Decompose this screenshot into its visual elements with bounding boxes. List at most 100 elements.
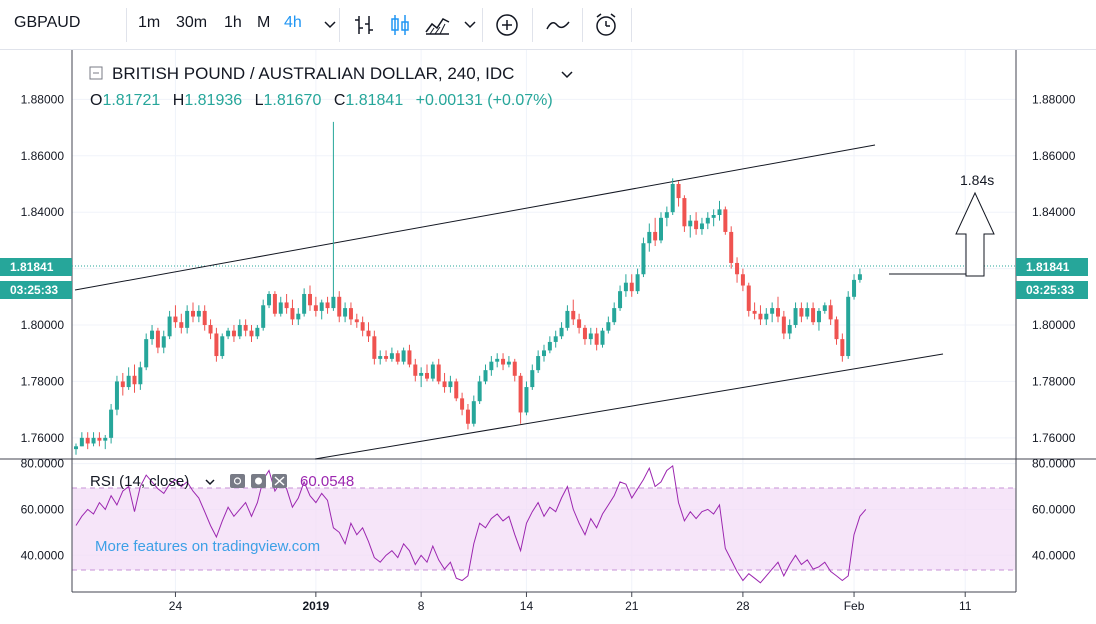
open-value: 1.81721 [102,92,160,109]
rsi-band [72,488,1016,570]
candle-body [255,327,260,337]
candle-body [74,446,78,450]
toolbar-divider [339,8,340,42]
candle-body [746,285,751,311]
candle-body [97,437,102,441]
candle-body [191,310,195,317]
time-tick-label: 2019 [302,599,329,613]
candle-body [588,333,593,340]
candle-body [208,325,213,334]
rsi-legend: RSI (14, close) 60.0548 [90,473,354,490]
rsi-axis: 80.0000 80.0000 60.0000 60.0000 40.0000 40.00… [21,457,1076,563]
candle-body [600,330,605,345]
candle-body [518,375,523,413]
candle-body [114,381,119,410]
candle-body [448,381,453,388]
candle-body [454,381,459,399]
candle-body [846,296,851,357]
rsi-chevron-icon[interactable] [205,479,215,486]
candle-body [606,322,611,331]
candle-body [676,183,681,199]
time-tick-label: 8 [418,599,425,613]
price-tick-label-right: 1.80000 [1032,318,1076,332]
candle-body [319,302,324,311]
chart-type-chevron-icon[interactable] [455,10,485,40]
rsi-tick-label-left: 80.0000 [21,457,65,471]
candle-body [729,231,734,263]
candle-body [536,356,541,371]
candle-body [401,350,406,362]
candle-body [465,409,470,424]
candle-body [635,274,640,292]
candle-body [688,220,693,227]
time-tick-label: 21 [625,599,639,613]
candle-body [150,330,155,340]
symbol-search[interactable]: GBPAUD [14,14,81,31]
candle-body [793,308,798,326]
bars-chart-icon[interactable] [349,10,379,40]
interval-dropdown-chevron-icon[interactable] [315,10,345,40]
candle-body [623,282,628,292]
candle-body [395,353,400,362]
candle-body [594,333,599,345]
candle-body [495,358,500,362]
rsi-line [75,464,867,584]
candle-body [553,336,558,342]
left-countdown: 03:25:33 [10,283,58,297]
rsi-tick-label-right: 80.0000 [1032,457,1076,471]
interval-4h[interactable]: 4h [284,14,302,31]
candle-body [840,339,845,357]
candle-body [249,330,254,337]
channel-upper-trendline[interactable] [74,144,876,291]
rsi-tick-label-right: 40.0000 [1032,548,1076,562]
candle-body [787,325,792,334]
candle-body [372,336,377,359]
candle-body [167,316,172,337]
time-tick-label: 24 [169,599,183,613]
candle-body [764,313,769,320]
candle-body [805,308,810,317]
interval-30m[interactable]: 30m [176,14,208,31]
candle-body [202,310,207,326]
candle-body [740,274,745,286]
candles-chart-icon[interactable] [385,10,415,40]
candle-body [384,356,389,359]
price-tick-label-left: 1.84000 [21,205,65,219]
close-label: C [334,92,346,109]
left-countdown-badge [0,281,72,299]
candle-body [261,305,266,328]
candle-body [852,279,857,297]
price-tick-label-right: 1.88000 [1032,92,1076,106]
candle-body [612,308,617,323]
collapse-legend-icon[interactable] [89,66,103,80]
chart-canvas[interactable]: 1.88000 1.88000 1.86000 1.86000 1.84000 1.840… [0,50,1096,624]
add-indicator-plus-icon[interactable] [492,10,522,40]
candle-body [354,319,359,323]
change-value: +0.00131 (+0.07%) [416,92,553,109]
price-tick-label-right: 1.78000 [1032,374,1076,388]
watermark-link[interactable]: More features on tradingview.com [95,538,320,555]
candle-body [348,308,353,320]
candle-body [425,372,429,379]
left-price-badge: 1.81841 03:25:33 [0,258,72,299]
candle-body [647,231,652,244]
price-axis: 1.88000 1.88000 1.86000 1.86000 1.84000 1.840… [21,92,1076,444]
candle-body [512,361,517,376]
interval-month[interactable]: M [257,14,271,31]
area-chart-icon[interactable] [422,10,452,40]
candle-body [735,262,740,275]
candle-body [419,372,424,376]
visibility-icon[interactable] [230,474,245,488]
interval-1m[interactable]: 1m [138,14,161,31]
candle-body [161,336,166,348]
candle-body [79,437,84,447]
target-up-arrow-icon[interactable] [955,191,995,277]
candle-body [618,291,623,309]
title-chevron-icon[interactable] [561,71,573,79]
alert-clock-icon[interactable] [591,10,621,40]
candle-body [582,327,587,340]
channel-lower-trendline[interactable] [314,353,944,460]
candle-body [770,308,775,314]
interval-1h[interactable]: 1h [224,14,242,31]
indicators-wave-icon[interactable] [543,10,573,40]
